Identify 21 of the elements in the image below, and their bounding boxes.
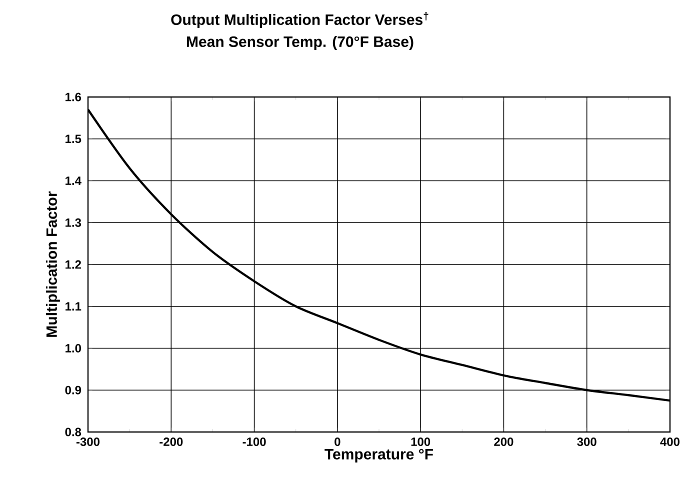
x-axis-title: Temperature °F [324, 448, 433, 462]
x-tick-label: -100 [242, 438, 266, 446]
y-tick-label: 1.6 [66, 92, 82, 102]
y-tick-label: 0.9 [65, 386, 82, 394]
y-tick-label: 0.8 [65, 428, 82, 436]
y-tick-label: 1.0 [66, 344, 81, 352]
x-tick-label: 0 [334, 438, 340, 446]
y-tick-label: 1.2 [66, 260, 81, 269]
y-axis-title: Multiplication Factor [46, 191, 60, 337]
x-tick-label: 100 [411, 438, 430, 446]
x-tick-label: 300 [577, 438, 596, 446]
x-tick-label: -300 [76, 438, 100, 446]
y-tick-label: 1.1 [66, 302, 82, 310]
chart-title: Output Multiplication Factor Verses$^{†}$ [171, 12, 428, 28]
y-tick-label: 1.5 [66, 134, 82, 144]
y-tick-label: 1.3 [66, 218, 82, 227]
x-tick-label: -200 [160, 438, 183, 446]
x-tick-label: 200 [494, 438, 514, 446]
y-tick-label: 1.4 [66, 176, 82, 185]
chart-subtitle: Mean Sensor Temp. (70°F Base) [187, 36, 414, 50]
x-tick-label: 400 [660, 438, 680, 446]
